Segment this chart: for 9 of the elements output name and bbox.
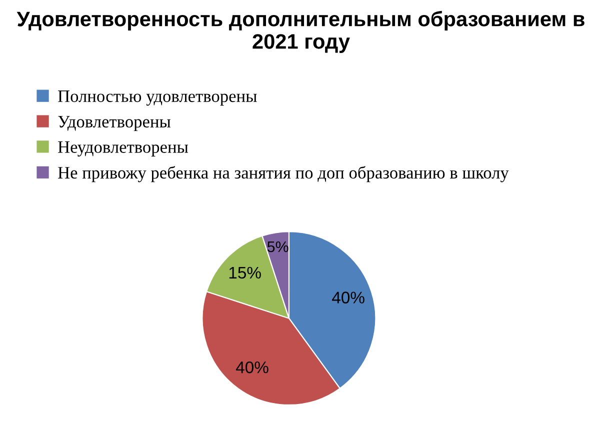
legend-label: Удовлетворены <box>58 116 171 132</box>
chart-title: Удовлетворенность дополнительным образованием в 2021 году <box>16 10 584 53</box>
legend-label: Полностью удовлетворены <box>58 90 257 106</box>
data-label: 40% <box>236 361 268 374</box>
legend-label: Неудовлетворены <box>58 141 188 156</box>
data-label: 5% <box>267 241 288 252</box>
data-label: 15% <box>229 266 261 279</box>
legend-label: Не привожу ребенка на занятия по доп образованию в школу <box>58 166 509 182</box>
data-label: 40% <box>332 292 364 304</box>
